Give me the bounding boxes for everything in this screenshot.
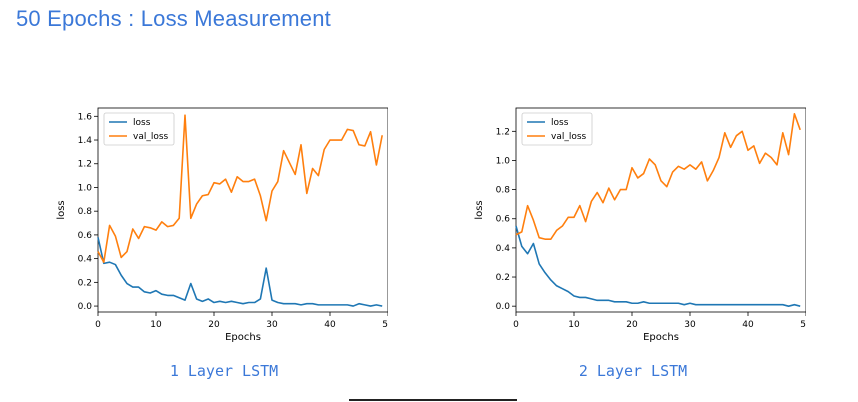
legend-label: val_loss xyxy=(133,132,169,142)
y-tick-label: 0.8 xyxy=(78,207,93,217)
y-tick-label: 0.0 xyxy=(496,302,511,312)
legend-label: loss xyxy=(551,118,569,128)
legend-box xyxy=(521,112,593,146)
x-axis-label: Epochs xyxy=(225,332,261,343)
chart-1-layer-lstm: 0 10 20 30 40 50 0.0 0.2 0.4 0.6 0.8 1.0 1.2 1.4 1.6 Ep… xyxy=(48,100,388,345)
x-tick-label: 20 xyxy=(626,320,638,330)
y-tick-label: 1.2 xyxy=(78,160,92,170)
chart-caption: 1 Layer LSTM xyxy=(169,362,279,380)
x-tick-label: 0 xyxy=(95,320,101,330)
y-tick-label: 0.0 xyxy=(78,302,93,312)
series-line-val_loss xyxy=(515,113,801,240)
y-tick-label: 0.6 xyxy=(78,231,93,241)
plot-frame xyxy=(97,107,388,313)
series-line-loss xyxy=(515,225,801,307)
y-tick-label: 0.8 xyxy=(496,186,511,196)
y-tick-label: 1.0 xyxy=(496,156,511,166)
plot-frame xyxy=(515,107,806,313)
y-axis-label: loss xyxy=(474,200,485,219)
legend-box xyxy=(103,112,175,146)
x-tick-label: 20 xyxy=(208,320,220,330)
y-tick-label: 0.6 xyxy=(496,215,511,225)
y-tick-label: 1.4 xyxy=(78,136,93,146)
y-tick-label: 0.2 xyxy=(496,273,510,283)
y-tick-label: 1.0 xyxy=(78,183,93,193)
x-axis-label: Epochs xyxy=(643,332,679,343)
x-tick-label: 50 xyxy=(800,320,806,330)
x-tick-label: 40 xyxy=(742,320,754,330)
slide-title: 50 Epochs : Loss Measurement xyxy=(16,6,331,31)
series-line-loss xyxy=(97,237,383,307)
series-line-val_loss xyxy=(97,114,383,263)
x-tick-label: 40 xyxy=(324,320,336,330)
y-tick-label: 1.6 xyxy=(78,112,93,122)
x-tick-label: 0 xyxy=(513,320,519,330)
legend-label: loss xyxy=(133,118,151,128)
x-tick-label: 10 xyxy=(150,320,162,330)
chart-2-layer-lstm: 0 10 20 30 40 50 0.0 0.2 0.4 0.6 0.8 1.0 1.2 Epochs lo… xyxy=(466,100,806,345)
footer-divider xyxy=(349,399,517,401)
x-tick-label: 50 xyxy=(382,320,388,330)
x-tick-label: 10 xyxy=(568,320,580,330)
y-tick-label: 1.2 xyxy=(496,127,510,137)
y-tick-label: 0.2 xyxy=(78,278,92,288)
y-tick-label: 0.4 xyxy=(78,255,93,265)
chart-caption: 2 Layer LSTM xyxy=(578,362,688,380)
y-axis-label: loss xyxy=(56,200,67,219)
y-tick-label: 0.4 xyxy=(496,244,511,254)
legend-label: val_loss xyxy=(551,132,587,142)
x-tick-label: 30 xyxy=(266,320,278,330)
x-tick-label: 30 xyxy=(684,320,696,330)
